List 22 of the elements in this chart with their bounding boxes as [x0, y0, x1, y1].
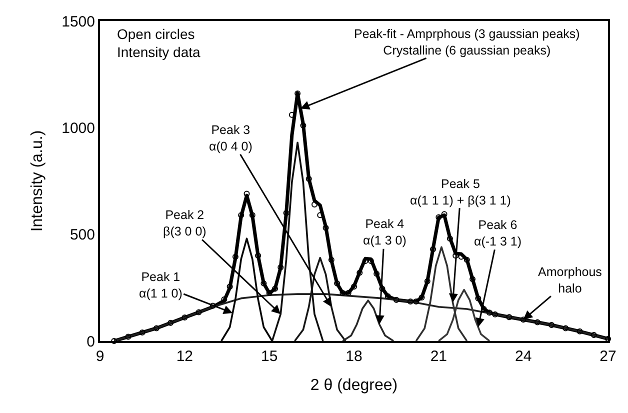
- x-tick-label: 9: [96, 348, 104, 365]
- y-axis-title: Intensity (a.u.): [29, 130, 46, 232]
- annotation: Peak 1 α(1 1 0): [139, 270, 182, 300]
- y-tick-label: 1500: [62, 13, 95, 30]
- annotation: Amorphous halo: [538, 265, 602, 296]
- x-tick-label: 12: [176, 348, 194, 365]
- annotation: Peak 6 α(-1 3 1): [474, 218, 522, 248]
- x-tick-label: 15: [260, 348, 278, 365]
- annotation: Peak-fit - Amprphous (3 gaussian peaks) Crystalline (6 gaussian peaks): [354, 27, 580, 58]
- annotation: Peak 5 α(1 1 1) + β(3 1 1): [410, 177, 511, 208]
- x-axis-title: 2 θ (degree): [310, 377, 398, 394]
- x-tick-label: 24: [514, 348, 532, 365]
- annotation: Peak 4 α(1 3 0): [363, 217, 406, 248]
- x-tick-label: 21: [430, 348, 448, 365]
- y-tick-label: 1000: [62, 120, 95, 137]
- x-tick-label: 27: [600, 348, 616, 365]
- y-tick-label: 500: [70, 226, 95, 244]
- x-tick-label: 18: [346, 348, 362, 365]
- annotation: Open circles Intensity data: [117, 26, 200, 60]
- annotation: Peak 3 α(0 4 0): [209, 123, 252, 154]
- annotation: Peak 2 β(3 0 0): [163, 208, 206, 238]
- y-tick-label: 0: [86, 333, 95, 350]
